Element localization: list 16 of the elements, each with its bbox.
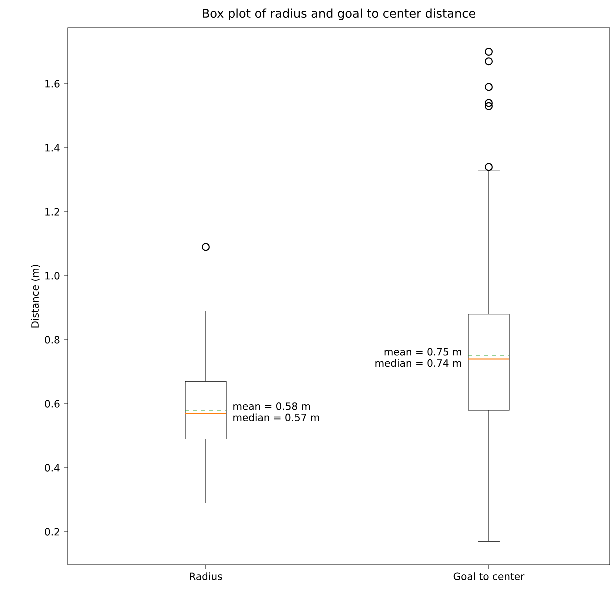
y-tick-label: 0.4 [45, 464, 60, 472]
y-tick-label: 1.4 [46, 144, 60, 152]
y-tick-label: 0.2 [45, 528, 60, 536]
y-tick-label: 0.8 [45, 336, 60, 344]
y-tick-label: 1.2 [46, 208, 60, 216]
y-tick-label: 1.6 [46, 80, 60, 88]
y-tick-label: 1.0 [46, 272, 60, 280]
annotation: mean = 0.75 m [384, 348, 462, 356]
x-tick-label: Radius [190, 572, 222, 580]
x-tick-label: Goal to center [454, 572, 525, 580]
y-axis-title: Distance (m) [31, 265, 40, 328]
y-tick-label: 0.6 [45, 400, 60, 408]
annotation: median = 0.57 m [234, 414, 320, 422]
chart-title: Box plot of radius and goal to center distance [203, 8, 476, 20]
annotation: median = 0.74 m [376, 359, 462, 368]
annotation: mean = 0.58 m [234, 402, 310, 410]
